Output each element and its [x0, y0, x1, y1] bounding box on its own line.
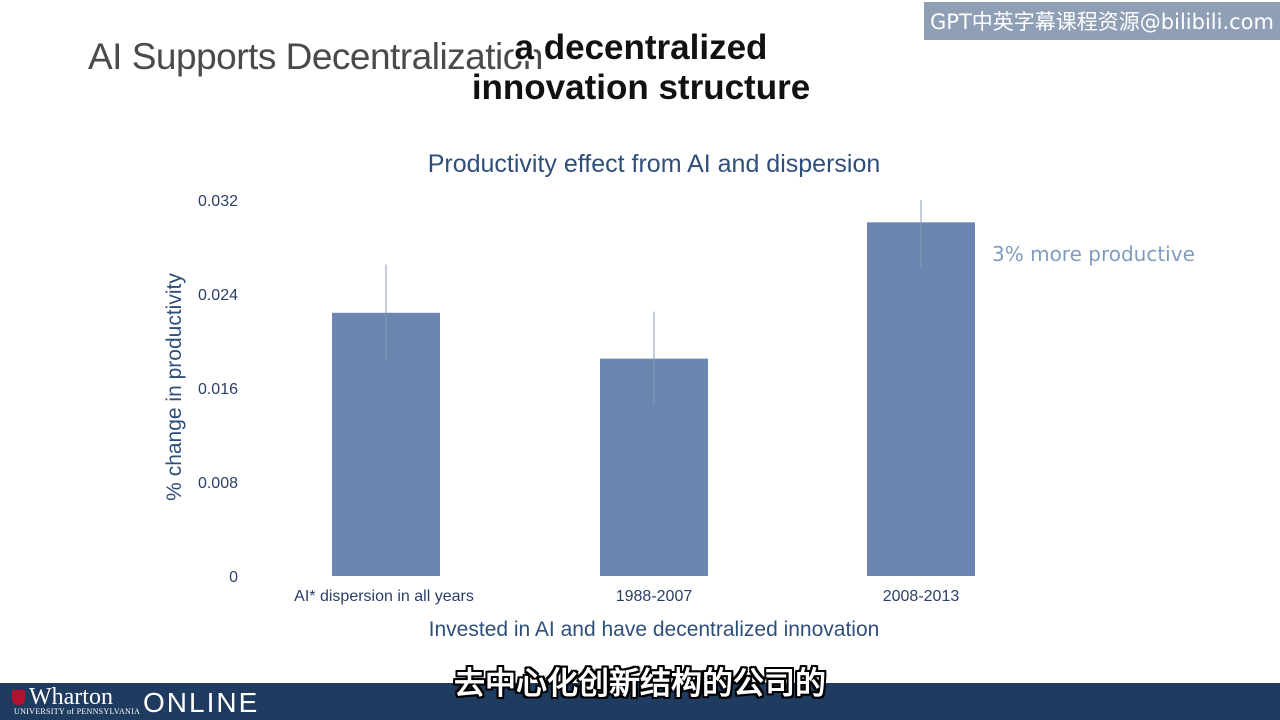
annotation-3pct: 3% more productive	[992, 242, 1195, 266]
y-tick-label: 0.008	[198, 475, 238, 492]
y-tick-label: 0.016	[198, 381, 238, 398]
wharton-logo-text: Wharton	[29, 684, 113, 710]
online-label: ONLINE	[143, 687, 260, 718]
footer-bar: Wharton UNIVERSITY of PENNSYLVANIA ONLIN…	[0, 683, 1280, 720]
x-tick-label: 1988-2007	[616, 588, 693, 605]
subtitle-chinese: 去中心化创新结构的公司的	[454, 666, 826, 702]
x-tick-label: 2008-2013	[883, 588, 960, 605]
x-axis-label: Invested in AI and have decentralized in…	[429, 618, 880, 641]
y-axis-label: % change in productivity	[163, 273, 186, 501]
y-tick-label: 0.032	[198, 193, 238, 210]
watermark: GPT中英字幕课程资源@bilibili.com	[924, 2, 1280, 40]
chart-title: Productivity effect from AI and dispersi…	[428, 150, 881, 178]
y-tick-label: 0.024	[198, 287, 238, 304]
y-tick-label: 0	[229, 569, 238, 586]
subtitle-english-line1: a decentralized	[514, 28, 768, 67]
university-label: UNIVERSITY of PENNSYLVANIA	[14, 707, 141, 716]
wharton-logo: Wharton	[12, 684, 113, 710]
slide-title: AI Supports Decentralization	[88, 36, 543, 77]
penn-shield-icon	[12, 690, 25, 705]
subtitle-english-line2: innovation structure	[471, 68, 811, 107]
x-tick-label: AI* dispersion in all years	[294, 588, 474, 605]
bar	[867, 222, 975, 576]
subtitle-english: a decentralized innovation structure	[0, 28, 1280, 108]
